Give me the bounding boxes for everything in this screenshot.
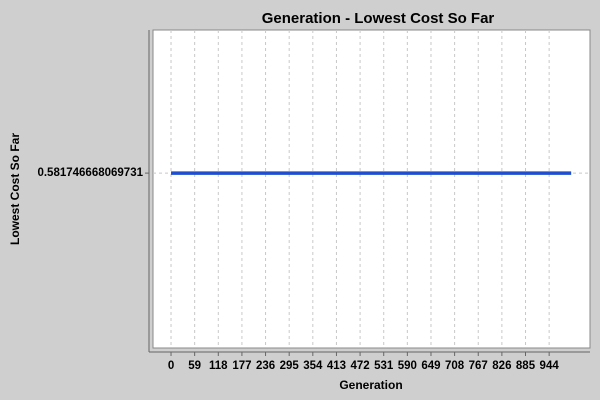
x-tick-label: 472 [350, 360, 369, 372]
plot-area [152, 29, 591, 349]
x-tick-label: 767 [469, 360, 488, 372]
x-tick-label: 59 [188, 360, 201, 372]
x-tick-label: 944 [540, 360, 560, 372]
x-tick-label: 354 [303, 360, 323, 372]
x-tick-label: 118 [209, 360, 228, 372]
x-tick-label: 236 [256, 360, 275, 372]
x-tick-label: 826 [492, 360, 511, 372]
x-axis-title: Generation [339, 378, 402, 392]
x-tick-label: 177 [232, 360, 251, 372]
x-tick-label: 531 [374, 360, 394, 372]
x-tick-label: 590 [398, 360, 417, 372]
x-tick-label: 413 [327, 360, 346, 372]
chart-title: Generation - Lowest Cost So Far [262, 10, 495, 27]
y-axis-title: Lowest Cost So Far [8, 133, 22, 245]
y-tick-label: 0.581746668069731 [37, 167, 143, 179]
x-tick-label: 885 [516, 360, 536, 372]
x-tick-label: 295 [280, 360, 300, 372]
x-tick-label: 0 [168, 360, 174, 372]
x-tick-label: 708 [445, 360, 465, 372]
x-tick-label: 649 [421, 360, 440, 372]
